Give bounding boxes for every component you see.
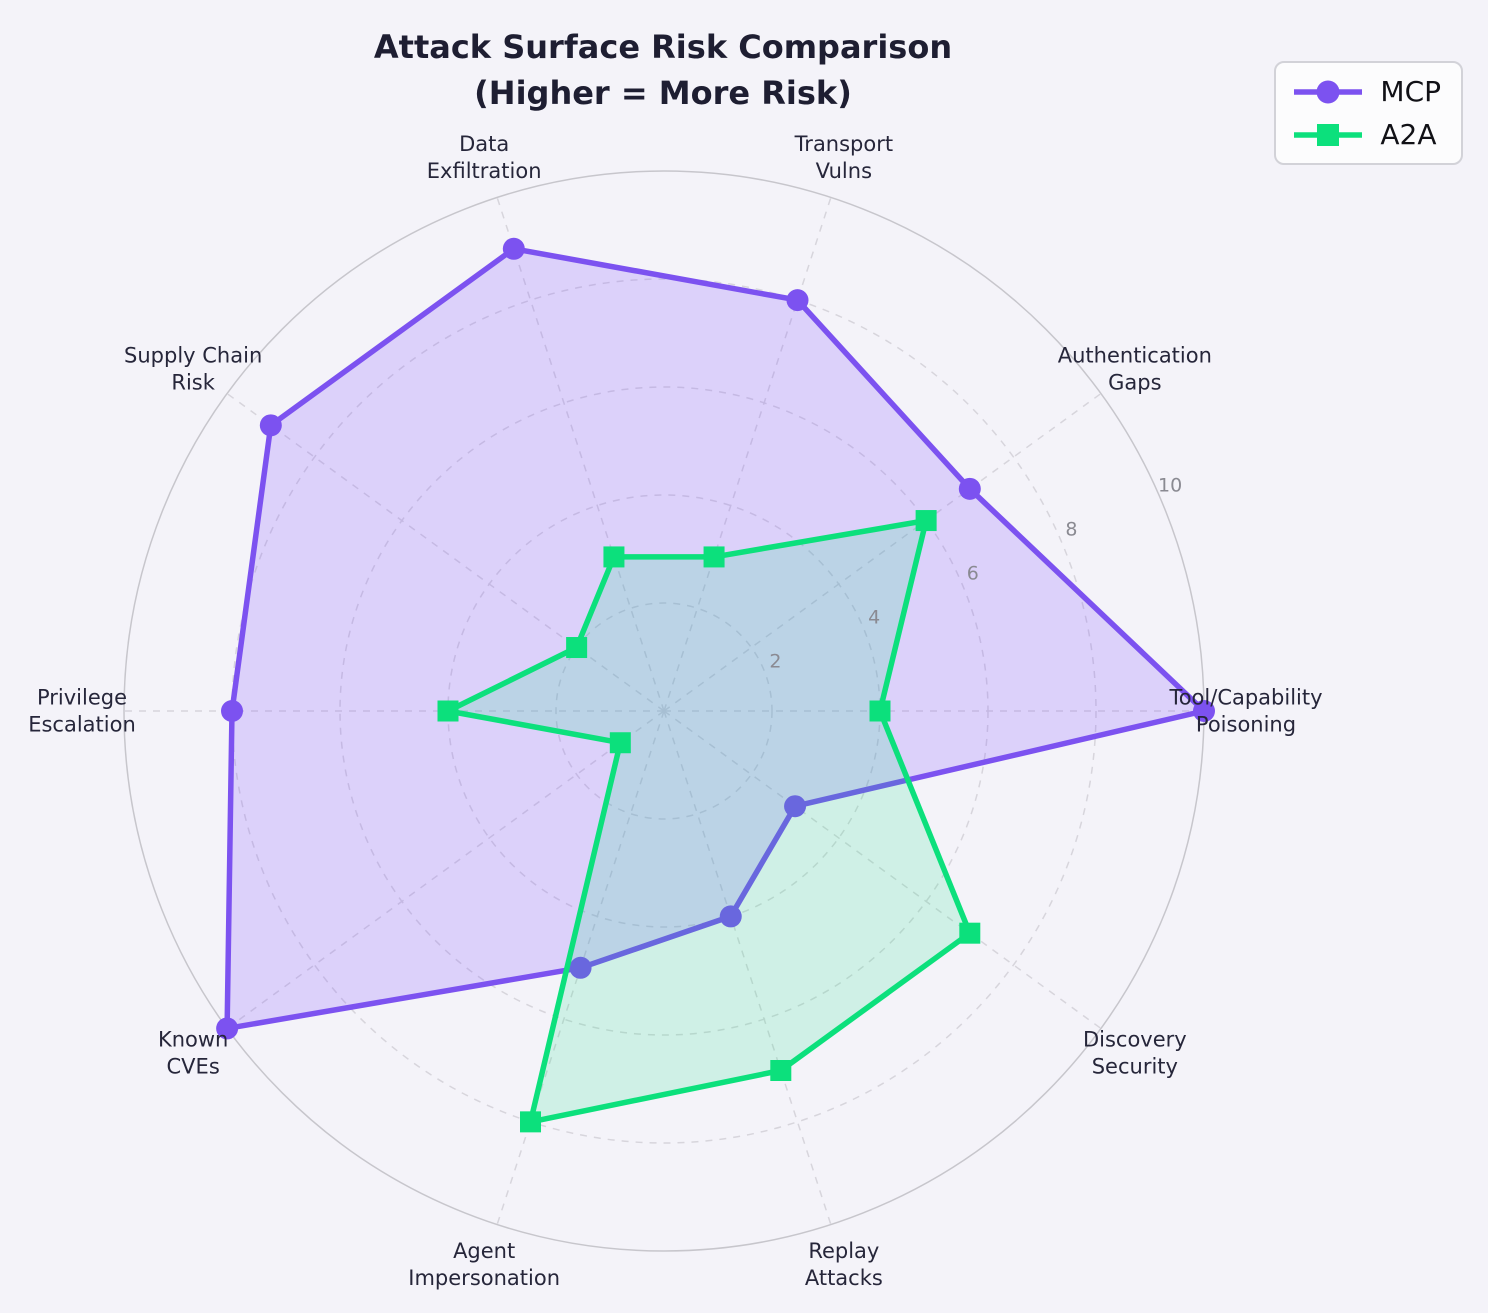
chart-title: Attack Surface Risk Comparison (Higher =… xyxy=(374,24,952,117)
axis-label-transport-vulns: Transport Vulns xyxy=(794,132,894,183)
radial-tick-6: 6 xyxy=(967,563,979,585)
mcp-line-circle-marker-icon xyxy=(1294,80,1363,103)
legend: MCP A2A xyxy=(1274,61,1463,165)
point-a2a-data-exfiltration xyxy=(603,546,625,568)
axis-spoke-transport-vulns xyxy=(663,197,832,712)
legend-label-a2a: A2A xyxy=(1380,118,1437,151)
point-mcp-data-exfiltration xyxy=(502,237,525,260)
radial-tick-8: 8 xyxy=(1065,519,1077,541)
point-mcp-known-cves xyxy=(216,1017,239,1040)
axis-label-authentication-gaps: Authentication Gaps xyxy=(1058,343,1212,394)
axis-label-agent-impersonation: Agent Impersonation xyxy=(408,1239,560,1290)
axis-label-data-exfiltration-line1: Data xyxy=(459,132,509,156)
legend-item-a2a: A2A xyxy=(1292,118,1441,151)
axis-label-transport-vulns-line1: Transport xyxy=(794,132,894,156)
point-mcp-transport-vulns xyxy=(786,289,809,312)
grid-circle-6 xyxy=(339,386,989,1036)
axis-label-discovery-security-line1: Discovery xyxy=(1083,1028,1187,1052)
legend-label-mcp: MCP xyxy=(1380,75,1441,108)
point-mcp-agent-impersonation xyxy=(569,956,592,979)
axis-label-replay-attacks-line2: Attacks xyxy=(805,1266,883,1290)
radial-tick-10: 10 xyxy=(1158,475,1182,497)
axis-label-known-cves-line1: Known xyxy=(158,1028,228,1052)
point-mcp-discovery-security xyxy=(784,795,807,818)
axis-label-known-cves: Known CVEs xyxy=(158,1028,228,1079)
point-a2a-replay-attacks xyxy=(770,1059,792,1081)
chart-title-line2: (Higher = More Risk) xyxy=(474,74,852,113)
axis-label-privilege-escalation-line2: Escalation xyxy=(28,713,136,737)
axis-label-authentication-gaps-line1: Authentication xyxy=(1058,343,1212,367)
point-a2a-known-cves xyxy=(609,732,631,754)
axis-spoke-authentication-gaps xyxy=(663,392,1102,712)
axis-spoke-replay-attacks xyxy=(663,710,832,1225)
series-mcp-area xyxy=(227,248,1205,1029)
axis-label-agent-impersonation-line2: Impersonation xyxy=(408,1266,560,1290)
axis-label-agent-impersonation-line1: Agent xyxy=(453,1239,515,1263)
axis-label-privilege-escalation-line1: Privilege xyxy=(37,686,127,710)
point-a2a-supply-chain-risk xyxy=(566,637,588,659)
axis-label-transport-vulns-line2: Vulns xyxy=(816,159,872,183)
axis-label-supply-chain-risk: Supply Chain Risk xyxy=(124,343,262,394)
axis-label-supply-chain-risk-line1: Supply Chain xyxy=(124,343,262,367)
chart-title-line1: Attack Surface Risk Comparison xyxy=(373,28,953,66)
a2a-line-square-marker-icon xyxy=(1294,123,1363,146)
point-a2a-agent-impersonation xyxy=(520,1111,542,1133)
mcp-legend-marker xyxy=(1316,80,1340,103)
axis-label-replay-attacks: Replay Attacks xyxy=(805,1239,883,1290)
axis-label-known-cves-line2: CVEs xyxy=(167,1055,220,1079)
point-a2a-discovery-security xyxy=(959,922,981,944)
axis-label-data-exfiltration-line2: Exfiltration xyxy=(427,159,542,183)
axis-label-discovery-security-line2: Security xyxy=(1092,1055,1178,1079)
a2a-legend-marker xyxy=(1317,123,1340,146)
point-a2a-tool-capability-poisoning xyxy=(869,700,891,722)
point-mcp-privilege-escalation xyxy=(221,700,243,722)
grid-circle-2 xyxy=(555,602,773,820)
axis-spoke-discovery-security xyxy=(663,710,1102,1030)
axis-label-data-exfiltration: Data Exfiltration xyxy=(427,132,542,183)
point-a2a-transport-vulns xyxy=(703,546,725,568)
point-mcp-tool-capability-poisoning xyxy=(1193,700,1215,722)
point-mcp-authentication-gaps xyxy=(958,477,981,500)
axis-label-supply-chain-risk-line2: Risk xyxy=(171,370,215,394)
axis-spoke-supply-chain-risk xyxy=(226,392,665,712)
radial-tick-4: 4 xyxy=(868,606,880,628)
radial-tick-2: 2 xyxy=(769,650,781,672)
point-a2a-authentication-gaps xyxy=(915,510,937,532)
point-mcp-supply-chain-risk xyxy=(259,414,282,437)
grid-circle-8 xyxy=(231,278,1097,1144)
axis-label-discovery-security: Discovery Security xyxy=(1083,1028,1187,1079)
axis-label-tool-capability-poisoning-line2: Poisoning xyxy=(1196,713,1296,737)
point-a2a-privilege-escalation xyxy=(437,700,459,722)
axis-label-authentication-gaps-line2: Gaps xyxy=(1108,370,1161,394)
series-a2a-area xyxy=(448,520,970,1122)
legend-item-mcp: MCP xyxy=(1292,75,1441,108)
axis-spoke-data-exfiltration xyxy=(496,197,665,712)
axis-label-tool-capability-poisoning-line1: Tool/Capability xyxy=(1168,686,1322,710)
axis-label-privilege-escalation: Privilege Escalation xyxy=(28,686,136,737)
axis-label-replay-attacks-line1: Replay xyxy=(808,1239,879,1263)
axis-spoke-known-cves xyxy=(226,710,665,1030)
axis-label-tool-capability-poisoning: Tool/Capability Poisoning xyxy=(1168,686,1322,737)
point-mcp-replay-attacks xyxy=(719,905,742,928)
